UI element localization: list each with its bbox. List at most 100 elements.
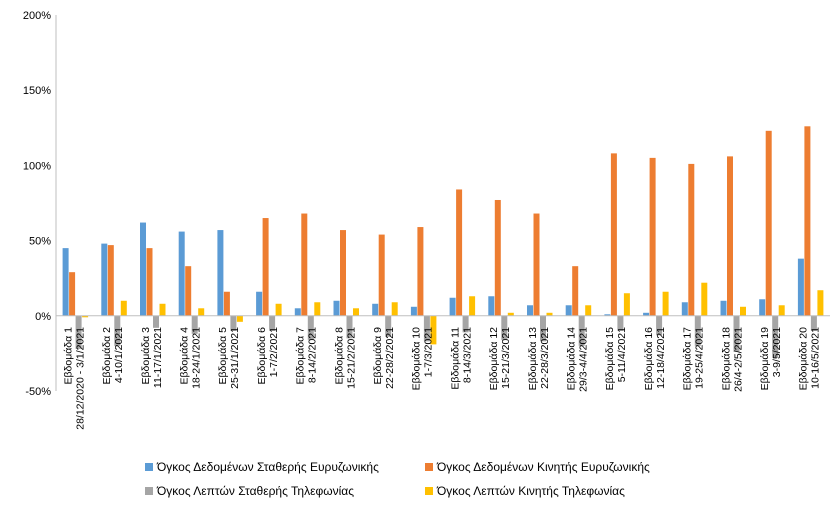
bar-series-1-week-4 xyxy=(178,231,185,316)
bar-series-2-week-18 xyxy=(727,156,733,316)
legend-item: Όγκος Λεπτών Κινητής Τηλεφωνίας xyxy=(425,484,625,498)
bar-series-3-week-16 xyxy=(656,315,663,336)
x-tick-label: 15-21/3/2021 xyxy=(500,327,512,389)
bar-series-2-week-12 xyxy=(494,199,501,316)
bar-series-1-week-13 xyxy=(527,305,533,316)
bar-series-1-week-16 xyxy=(643,312,650,316)
bar-series-2-week-7 xyxy=(301,213,308,316)
bar-series-1-week-6 xyxy=(256,291,263,316)
bar-series-4-week-10 xyxy=(430,315,437,345)
y-tick-label: 0% xyxy=(35,311,51,323)
legend-item: Όγκος Λεπτών Σταθερής Τηλεφωνίας xyxy=(145,484,354,498)
bar-series-2-week-4 xyxy=(185,266,192,316)
bar-series-2-week-5 xyxy=(223,291,230,316)
x-tick-label: Εβδομάδα 17 xyxy=(682,327,694,391)
bar-series-1-week-12 xyxy=(488,296,495,316)
x-tick-label: 25-31/1/2021 xyxy=(229,327,241,389)
bar-series-1-week-14 xyxy=(565,305,572,316)
y-tick-label: 200% xyxy=(23,10,51,22)
x-tick-label: Εβδομάδα 8 xyxy=(333,327,345,385)
bar-chart: -50% 0% 50% 100% 150% 200% Εβδομάδα 1 28/12/20… xyxy=(23,10,830,430)
bar-series-4-week-12 xyxy=(507,312,514,316)
x-tick-label: 28/12/2020 - 3/1/2021 xyxy=(74,327,86,430)
bar-series-4-week-1 xyxy=(82,315,89,318)
legend-swatch xyxy=(425,487,433,495)
legend-label: Όγκος Δεδομένων Κινητής Ευρυζωνικής xyxy=(437,460,650,474)
bar-series-1-week-9 xyxy=(372,303,379,316)
bar-series-1-week-2 xyxy=(101,243,108,316)
bar-series-3-week-19 xyxy=(772,315,779,358)
bar-series-4-week-14 xyxy=(585,305,592,316)
bar-series-2-week-6 xyxy=(262,218,269,316)
bar-series-3-week-12 xyxy=(501,315,508,340)
x-tick-label: 10-16/5/2021 xyxy=(810,327,822,389)
bar-series-4-week-7 xyxy=(314,302,321,316)
x-tick-label: Εβδομάδα 2 xyxy=(101,327,113,385)
x-tick-label: Εβδομάδα 7 xyxy=(295,327,307,385)
bar-series-3-week-6 xyxy=(269,315,276,331)
bar-series-3-week-20 xyxy=(810,315,817,331)
bar-series-4-week-4 xyxy=(198,308,205,316)
bar-series-2-week-14 xyxy=(572,266,579,316)
x-tick-label: Εβδομάδα 6 xyxy=(256,327,268,385)
bar-series-4-week-19 xyxy=(778,305,785,316)
bar-series-1-week-19 xyxy=(759,299,766,316)
x-tick-label: 3-9/5/2021 xyxy=(771,327,783,377)
bar-series-3-week-15 xyxy=(617,315,624,331)
x-tick-label: 15-21/2/2021 xyxy=(345,327,357,389)
bar-series-4-week-17 xyxy=(701,282,708,316)
x-tick-label: Εβδομάδα 5 xyxy=(217,327,229,385)
bar-series-3-week-10 xyxy=(423,315,430,342)
legend-label: Όγκος Λεπτών Σταθερής Τηλεφωνίας xyxy=(157,484,354,498)
bar-series-3-week-11 xyxy=(462,315,469,333)
x-tick-label: Εβδομάδα 1 xyxy=(62,327,74,385)
bar-series-2-week-2 xyxy=(107,245,114,316)
bar-series-4-week-5 xyxy=(236,315,243,322)
legend-item: Όγκος Δεδομένων Σταθερής Ευρυζωνικής xyxy=(145,460,379,474)
x-tick-label: Εβδομάδα 13 xyxy=(527,327,539,391)
legend-swatch xyxy=(145,487,153,495)
x-tick-label: Εβδομάδα 10 xyxy=(411,327,423,391)
legend-label: Όγκος Δεδομένων Σταθερής Ευρυζωνικής xyxy=(157,460,379,474)
x-tick-label: Εβδομάδα 15 xyxy=(604,327,616,391)
bar-series-1-week-20 xyxy=(797,258,804,316)
x-tick-label: Εβδομάδα 20 xyxy=(798,327,810,391)
x-tick-label: 8-14/3/2021 xyxy=(461,327,473,383)
bar-series-3-week-17 xyxy=(694,315,701,346)
legend-item: Όγκος Δεδομένων Κινητής Ευρυζωνικής xyxy=(425,460,650,474)
x-tick-label: Εβδομάδα 16 xyxy=(643,327,655,391)
y-tick-label: -50% xyxy=(25,386,51,398)
bar-series-2-week-17 xyxy=(688,163,695,316)
x-tick-label: Εβδομάδα 19 xyxy=(759,327,771,391)
bar-series-2-week-3 xyxy=(146,248,153,316)
bar-series-4-week-6 xyxy=(275,303,282,316)
x-axis-labels: Εβδομάδα 1 28/12/2020 - 3/1/2021 Εβδομάδα … xyxy=(62,327,821,430)
legend-swatch xyxy=(425,463,433,471)
bar-series-1-week-11 xyxy=(449,297,456,316)
bar-series-2-week-9 xyxy=(378,234,385,316)
legend-label: Όγκος Λεπτών Κινητής Τηλεφωνίας xyxy=(437,484,625,498)
bar-series-4-week-16 xyxy=(662,291,669,316)
bar-series-1-week-3 xyxy=(140,222,146,316)
x-tick-label: 22-28/3/2021 xyxy=(539,327,551,389)
bar-series-3-week-5 xyxy=(230,315,237,331)
bar-series-1-week-5 xyxy=(217,230,224,316)
x-tick-label: 12-18/4/2021 xyxy=(655,327,667,389)
bar-series-2-week-19 xyxy=(765,130,772,316)
bar-series-4-week-8 xyxy=(353,308,359,316)
x-tick-label: Εβδομάδα 4 xyxy=(178,327,190,385)
bar-series-2-week-8 xyxy=(340,230,346,316)
bar-series-3-week-8 xyxy=(346,315,353,339)
x-tick-label: Εβδομάδα 12 xyxy=(488,327,500,391)
bar-series-4-week-20 xyxy=(817,290,824,316)
bar-series-4-week-18 xyxy=(740,306,746,316)
y-tick-label: 100% xyxy=(23,160,51,172)
x-tick-label: Εβδομάδα 18 xyxy=(720,327,732,391)
y-tick-label: 150% xyxy=(23,85,51,97)
bar-series-2-week-11 xyxy=(456,189,463,316)
bar-series-4-week-13 xyxy=(546,312,553,316)
bar-series-4-week-9 xyxy=(391,302,398,316)
x-tick-label: 4-10/1/2021 xyxy=(113,327,125,383)
x-tick-label: 1-7/3/2021 xyxy=(423,327,435,377)
bar-series-3-week-13 xyxy=(540,315,546,342)
